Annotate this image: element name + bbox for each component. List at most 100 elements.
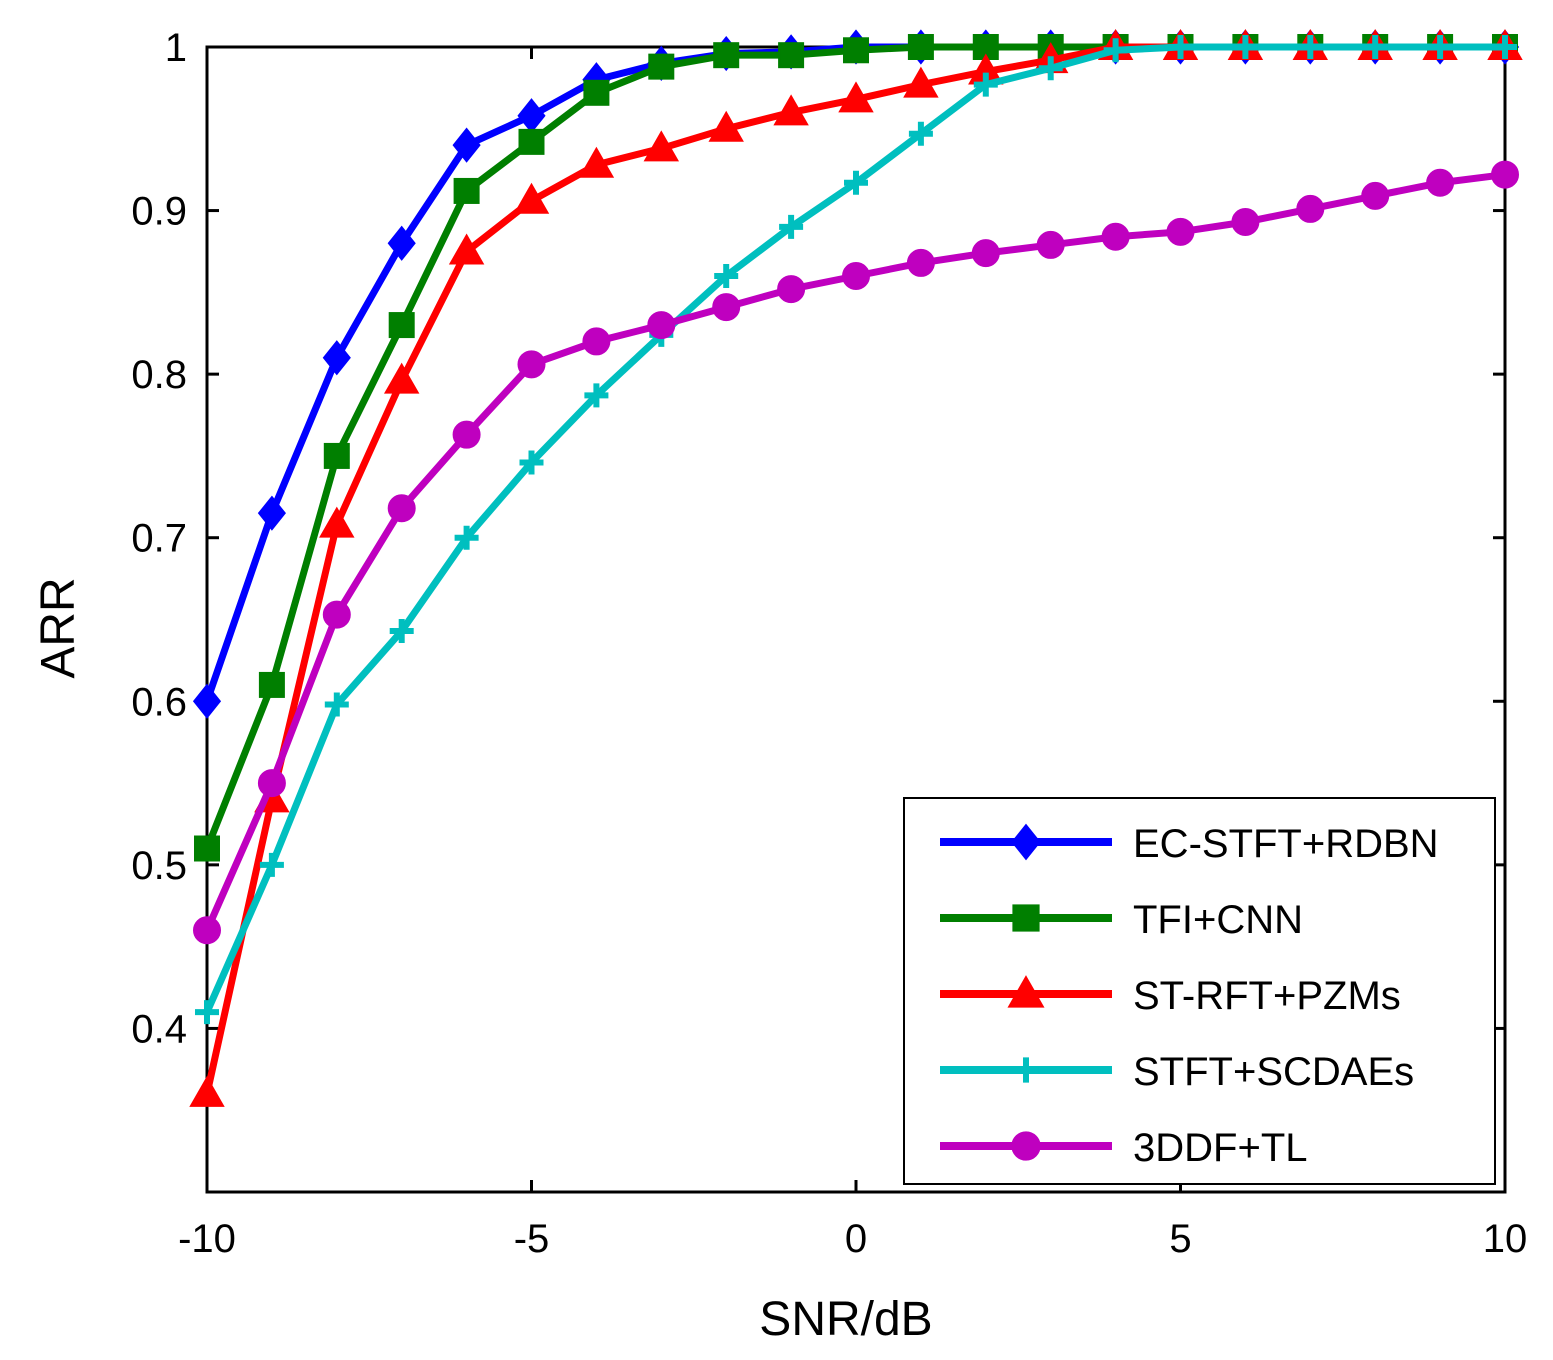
y-tick-label: 0.8 xyxy=(131,353,187,397)
data-point xyxy=(257,769,286,798)
data-point xyxy=(1361,181,1390,210)
data-point xyxy=(1426,168,1455,197)
data-point xyxy=(1231,208,1260,237)
data-point xyxy=(387,225,416,261)
data-point xyxy=(195,1000,219,1025)
data-point xyxy=(843,37,869,64)
data-point xyxy=(648,53,675,80)
data-point xyxy=(1233,35,1258,59)
y-tick-label: 0.5 xyxy=(131,844,187,888)
data-point xyxy=(322,600,351,629)
data-point xyxy=(319,506,355,538)
series-3ddf-tl xyxy=(193,160,1519,945)
y-tick-label: 0.6 xyxy=(131,680,187,724)
legend: EC-STFT+RDBN TFI+CNN ST-RFT+PZMs STFT+SCDAE… xyxy=(903,797,1496,1185)
legend-item: EC-STFT+RDBN xyxy=(940,822,1439,866)
data-point xyxy=(777,275,806,304)
data-point xyxy=(973,72,998,97)
data-point xyxy=(1101,222,1130,251)
data-point xyxy=(582,327,611,356)
data-point xyxy=(517,350,546,379)
data-point xyxy=(906,248,935,277)
data-point xyxy=(259,852,284,877)
data-point xyxy=(1038,56,1063,81)
data-point xyxy=(779,214,804,239)
data-point xyxy=(1491,160,1519,189)
data-point xyxy=(388,312,415,339)
legend-marker xyxy=(1011,823,1041,861)
data-point xyxy=(323,442,350,469)
data-point xyxy=(1298,35,1323,59)
x-tick-labels: -10 -5 0 5 10 xyxy=(178,1217,1527,1261)
data-point xyxy=(194,835,220,862)
data-point xyxy=(383,362,420,394)
data-point xyxy=(708,110,744,142)
data-point xyxy=(1166,217,1195,246)
legend-item: TFI+CNN xyxy=(940,898,1303,942)
data-point xyxy=(1103,38,1128,63)
legend-label: TFI+CNN xyxy=(1133,898,1303,942)
data-point xyxy=(387,494,416,523)
data-point xyxy=(773,94,809,126)
legend-marker xyxy=(1013,1057,1039,1083)
data-point xyxy=(257,495,286,531)
data-point xyxy=(519,450,544,475)
legend-label: ST-RFT+PZMs xyxy=(1133,974,1401,1018)
y-axis-label: ARR xyxy=(32,577,85,678)
legend-marker xyxy=(1012,904,1040,932)
data-point xyxy=(908,121,933,146)
data-point xyxy=(452,420,481,449)
legend-label: STFT+SCDAEs xyxy=(1133,1050,1414,1094)
x-tick-label: 0 xyxy=(845,1217,867,1261)
data-point xyxy=(1296,194,1325,223)
data-point xyxy=(643,130,680,162)
x-axis-label: SNR/dB xyxy=(759,1293,932,1346)
x-tick-label: 5 xyxy=(1169,1217,1191,1261)
y-tick-label: 0.7 xyxy=(131,517,187,561)
y-tick-label: 0.4 xyxy=(131,1007,187,1051)
data-point xyxy=(322,340,351,376)
data-point xyxy=(842,262,870,290)
legend-item: ST-RFT+PZMs xyxy=(940,974,1401,1018)
y-tick-label: 0.9 xyxy=(131,190,187,234)
data-point xyxy=(1168,35,1193,59)
data-point xyxy=(193,916,221,945)
x-tick-label: -5 xyxy=(514,1217,550,1261)
data-point xyxy=(1363,35,1388,59)
data-point xyxy=(192,683,222,719)
data-point xyxy=(454,525,479,550)
data-point xyxy=(189,1075,225,1107)
data-point xyxy=(578,146,615,178)
legend-marker xyxy=(1007,975,1045,1008)
data-point xyxy=(1493,35,1517,59)
data-point xyxy=(844,170,868,195)
data-point xyxy=(778,42,805,69)
data-point xyxy=(907,34,934,60)
data-point xyxy=(714,264,739,288)
data-point xyxy=(1036,230,1065,259)
data-point xyxy=(971,239,1000,268)
data-point xyxy=(584,383,609,408)
y-tick-label: 1 xyxy=(165,26,187,70)
data-point xyxy=(513,182,550,214)
data-point xyxy=(712,293,741,322)
x-tick-label: -10 xyxy=(178,1217,236,1261)
data-point xyxy=(324,692,349,717)
legend-label: EC-STFT+RDBN xyxy=(1133,822,1439,866)
data-point xyxy=(838,81,874,113)
legend-item: STFT+SCDAEs xyxy=(940,1050,1414,1094)
data-point xyxy=(903,66,939,98)
data-point xyxy=(518,128,545,155)
data-point xyxy=(389,618,414,643)
data-point xyxy=(583,79,610,106)
y-tick-labels: 0.4 0.5 0.6 0.7 0.8 0.9 1 xyxy=(131,26,187,1051)
data-point xyxy=(453,177,480,204)
legend-marker xyxy=(1011,1131,1041,1161)
data-point xyxy=(258,671,285,698)
x-tick-label: 10 xyxy=(1483,1217,1528,1261)
legend-label: 3DDF+TL xyxy=(1133,1126,1308,1170)
series-stft-scdaes xyxy=(195,35,1517,1025)
series-layer xyxy=(189,28,1523,1107)
data-point xyxy=(713,42,740,69)
